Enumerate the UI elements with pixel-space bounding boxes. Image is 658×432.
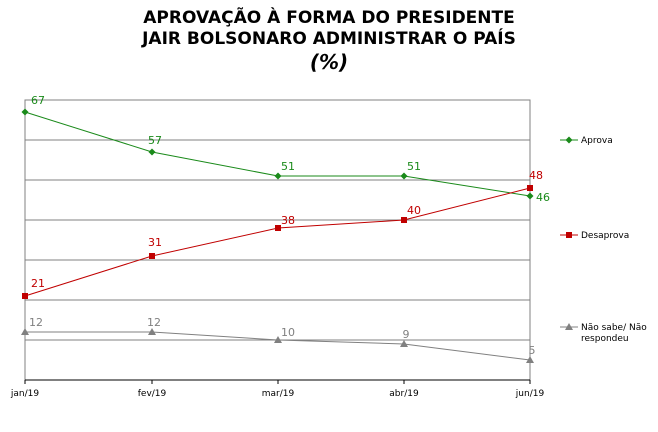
data-label-aprova: 46 xyxy=(536,191,550,204)
point-desaprova xyxy=(275,225,281,231)
point-aprova xyxy=(148,148,156,156)
legend-marker-aprova xyxy=(565,136,573,144)
point-nao-sabe-nao-respondeu xyxy=(21,328,29,335)
data-label-desaprova: 21 xyxy=(31,277,45,290)
point-desaprova xyxy=(149,253,155,259)
chart-title-line-2: JAIR BOLSONARO ADMINISTRAR O PAÍS xyxy=(142,29,516,49)
point-aprova xyxy=(274,172,282,180)
data-label-desaprova: 38 xyxy=(281,214,295,227)
point-aprova xyxy=(21,108,29,116)
legend-label-aprova: Aprova xyxy=(581,136,613,146)
point-nao-sabe-nao-respondeu xyxy=(526,356,534,363)
point-aprova xyxy=(400,172,408,180)
legend-marker-desaprova xyxy=(566,232,572,238)
data-label-desaprova: 31 xyxy=(148,236,162,249)
data-label-aprova: 51 xyxy=(281,160,295,173)
legend-label-nao-sabe-nao-respondeu: Não sabe/ Não xyxy=(581,323,647,333)
x-tick-label-jun-19: jun/19 xyxy=(515,389,545,399)
data-label-aprova: 67 xyxy=(31,94,45,107)
point-desaprova xyxy=(22,293,28,299)
chart-title-line-1: APROVAÇÃO À FORMA DO PRESIDENTE xyxy=(143,8,515,28)
chart-title-line-3: (%) xyxy=(309,50,349,74)
legend-marker-nao-sabe-nao-respondeu xyxy=(565,323,573,330)
data-label-desaprova: 40 xyxy=(407,204,421,217)
data-label-nao-sabe-nao-respondeu: 9 xyxy=(403,328,410,341)
legend-label-nao-sabe-nao-respondeu: respondeu xyxy=(581,334,629,344)
data-label-nao-sabe-nao-respondeu: 10 xyxy=(281,326,295,339)
data-label-desaprova: 48 xyxy=(529,169,543,182)
chart-title: APROVAÇÃO À FORMA DO PRESIDENTE JAIR BOL… xyxy=(0,8,658,74)
x-tick-label-fev-19: fev/19 xyxy=(138,389,167,399)
point-desaprova xyxy=(527,185,533,191)
point-aprova xyxy=(526,192,534,200)
point-desaprova xyxy=(401,217,407,223)
point-nao-sabe-nao-respondeu xyxy=(148,328,156,335)
point-nao-sabe-nao-respondeu xyxy=(400,340,408,347)
x-tick-label-jan-19: jan/19 xyxy=(10,389,39,399)
legend-label-desaprova: Desaprova xyxy=(581,231,629,241)
plot-area xyxy=(24,99,531,381)
data-label-nao-sabe-nao-respondeu: 12 xyxy=(29,316,43,329)
x-tick-label-abr-19: abr/19 xyxy=(389,389,419,399)
x-tick-label-mar-19: mar/19 xyxy=(262,389,295,399)
data-label-nao-sabe-nao-respondeu: 5 xyxy=(529,344,536,357)
data-label-aprova: 57 xyxy=(148,134,162,147)
data-label-nao-sabe-nao-respondeu: 12 xyxy=(147,316,161,329)
data-label-aprova: 51 xyxy=(407,160,421,173)
point-nao-sabe-nao-respondeu xyxy=(274,336,282,343)
